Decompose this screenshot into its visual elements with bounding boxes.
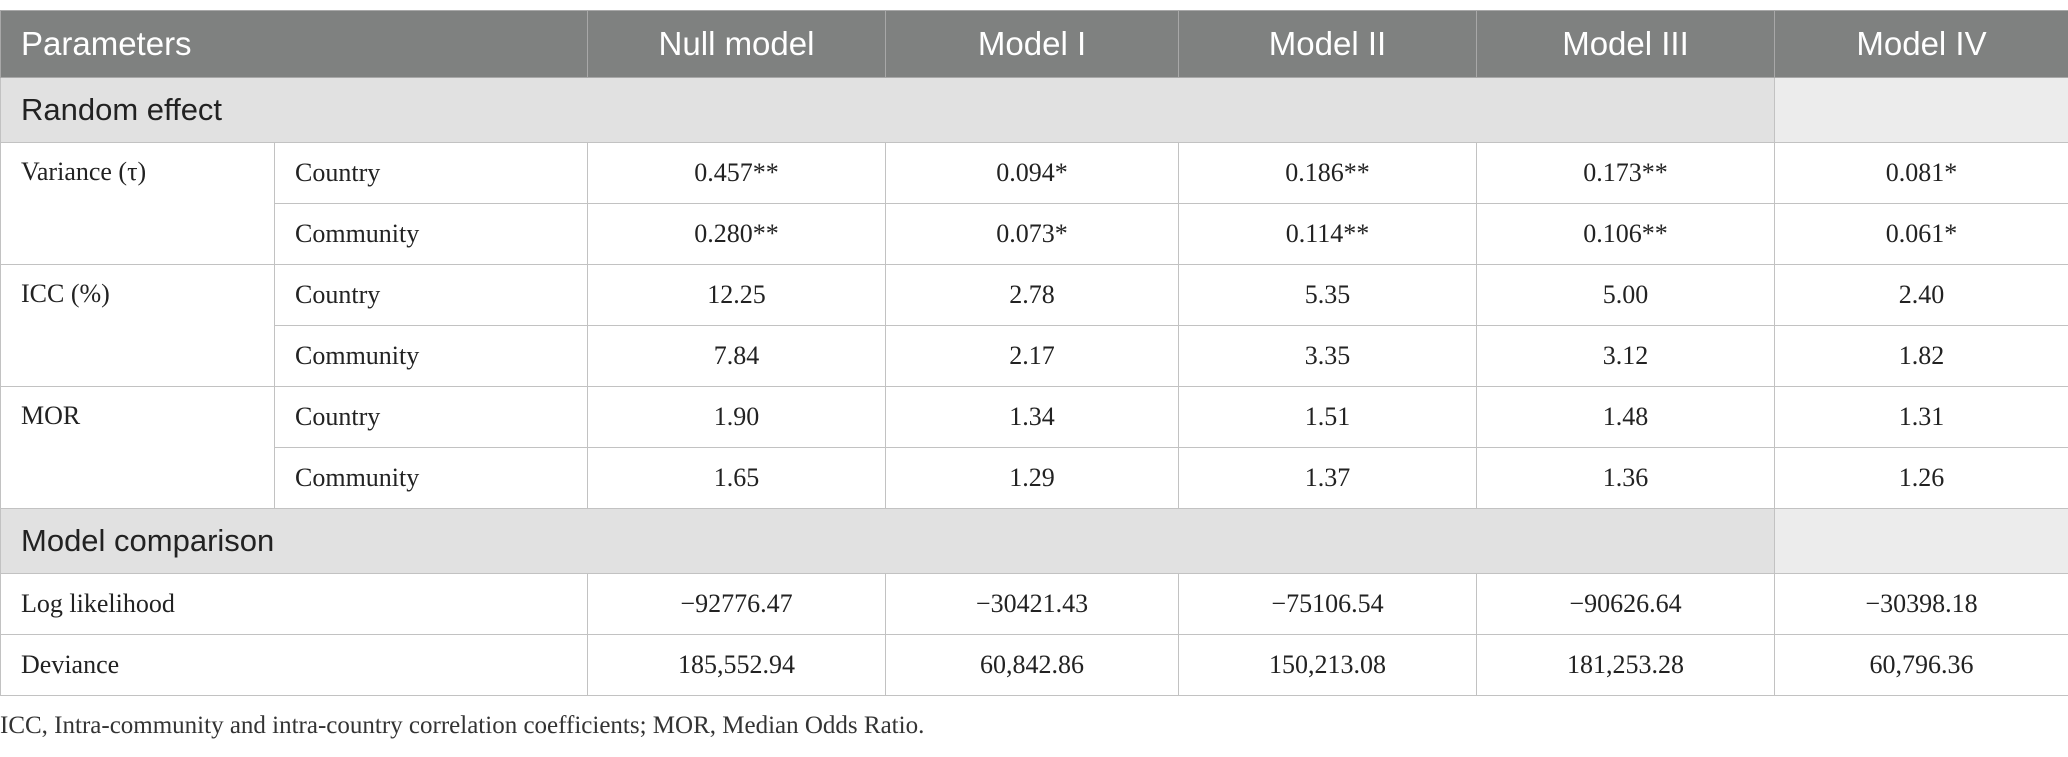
data-row: ICC (%) Country 12.25 2.78 5.35 5.00 2.40 [0, 264, 2068, 387]
row-label: Community [274, 325, 588, 387]
group-label: MOR [0, 386, 275, 509]
section-row: Model comparison [0, 508, 2068, 574]
row-label: Log likelihood [0, 573, 588, 635]
value-cell: 1.82 [1774, 325, 2068, 387]
value-cell: 0.457** [587, 142, 886, 204]
value-cell: 0.094* [885, 142, 1179, 204]
value-cell: 0.114** [1178, 203, 1477, 265]
value-cell: 185,552.94 [587, 634, 886, 696]
data-row: MOR Country 1.90 1.34 1.51 1.48 1.31 [0, 386, 2068, 509]
value-cell: 2.17 [885, 325, 1179, 387]
header-row: Parameters Null model Model I Model II Model… [0, 10, 2068, 78]
value-cell: 0.081* [1774, 142, 2068, 204]
value-cell: 1.90 [587, 386, 886, 448]
row-label: Country [274, 386, 588, 448]
value-cell: 1.65 [587, 447, 886, 509]
value-cell: −30421.43 [885, 573, 1179, 635]
section-tail [1774, 77, 2068, 143]
header-cell: Model II [1178, 10, 1477, 78]
value-cell: 2.40 [1774, 264, 2068, 326]
header-cell: Model III [1476, 10, 1775, 78]
table-body: Random effect Variance (τ) Country 0.457** 0… [0, 77, 2068, 696]
value-cell: 3.12 [1476, 325, 1775, 387]
value-cell: 3.35 [1178, 325, 1477, 387]
header-cell: Model IV [1774, 10, 2068, 78]
value-cell: 1.48 [1476, 386, 1775, 448]
row-label: Country [274, 264, 588, 326]
value-cell: 1.29 [885, 447, 1179, 509]
value-cell: 0.073* [885, 203, 1179, 265]
value-cell: 0.186** [1178, 142, 1477, 204]
group-label: ICC (%) [0, 264, 275, 387]
value-cell: 0.280** [587, 203, 886, 265]
data-row: Community 7.84 2.17 3.35 3.12 1.82 [1, 325, 2068, 387]
value-cell: 0.061* [1774, 203, 2068, 265]
value-cell: 1.36 [1476, 447, 1775, 509]
data-row: Variance (τ) Country 0.457** 0.094* 0.186** 0… [0, 142, 2068, 265]
value-cell: 2.78 [885, 264, 1179, 326]
value-cell: 1.51 [1178, 386, 1477, 448]
value-cell: 0.106** [1476, 203, 1775, 265]
section-row: Random effect [0, 77, 2068, 143]
section-tail [1774, 508, 2068, 574]
value-cell: 5.00 [1476, 264, 1775, 326]
row-label: Community [274, 447, 588, 509]
data-row: Community 1.65 1.29 1.37 1.36 1.26 [1, 447, 2068, 509]
value-cell: 1.26 [1774, 447, 2068, 509]
value-cell: 5.35 [1178, 264, 1477, 326]
row-label: Community [274, 203, 588, 265]
section-title: Model comparison [0, 508, 1775, 574]
row-label: Deviance [0, 634, 588, 696]
header-cell: Parameters [0, 10, 588, 78]
row-label: Country [274, 142, 588, 204]
value-cell: 1.34 [885, 386, 1179, 448]
data-row: Community 0.280** 0.073* 0.114** 0.106** 0.06… [1, 203, 2068, 265]
value-cell: 1.37 [1178, 447, 1477, 509]
value-cell: 60,842.86 [885, 634, 1179, 696]
section-title: Random effect [0, 77, 1775, 143]
value-cell: 60,796.36 [1774, 634, 2068, 696]
value-cell: −90626.64 [1476, 573, 1775, 635]
value-cell: 7.84 [587, 325, 886, 387]
value-cell: 150,213.08 [1178, 634, 1477, 696]
header-cell: Model I [885, 10, 1179, 78]
data-row: Log likelihood −92776.47 −30421.43 −75106.5… [0, 573, 2068, 635]
value-cell: −92776.47 [587, 573, 886, 635]
header-cell: Null model [587, 10, 886, 78]
data-row: Deviance 185,552.94 60,842.86 150,213.08 181… [0, 634, 2068, 696]
value-cell: 181,253.28 [1476, 634, 1775, 696]
value-cell: −30398.18 [1774, 573, 2068, 635]
footnote: ICC, Intra-community and intra-country c… [0, 712, 925, 739]
data-table: Parameters Null model Model I Model II Model… [0, 10, 2068, 696]
group-label: Variance (τ) [0, 142, 275, 265]
value-cell: 1.31 [1774, 386, 2068, 448]
value-cell: 12.25 [587, 264, 886, 326]
value-cell: 0.173** [1476, 142, 1775, 204]
value-cell: −75106.54 [1178, 573, 1477, 635]
